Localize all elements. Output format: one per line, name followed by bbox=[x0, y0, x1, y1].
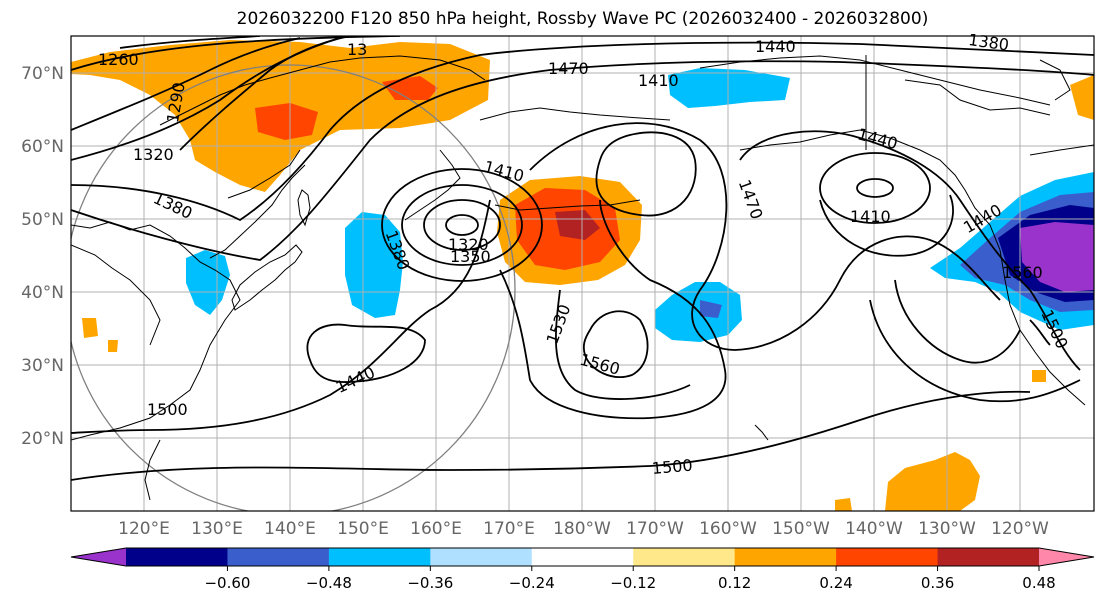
contour-label: 1500 bbox=[147, 400, 188, 419]
map-title: 2026032200 F120 850 hPa height, Rossby W… bbox=[236, 9, 929, 29]
lon-label: 170°W bbox=[626, 519, 684, 539]
colorbar-tick-label: 0.12 bbox=[718, 574, 751, 592]
lon-label: 130°E bbox=[191, 519, 243, 539]
colorbar-extend-low bbox=[71, 548, 126, 566]
lon-label: 120°W bbox=[991, 519, 1049, 539]
lon-label: 150°E bbox=[337, 519, 389, 539]
colorbar-swatch bbox=[633, 548, 736, 566]
coastlines bbox=[71, 55, 1094, 501]
contour-label: 1440 bbox=[755, 37, 796, 56]
lon-label: 140°E bbox=[264, 519, 316, 539]
lon-label: 160°E bbox=[410, 519, 462, 539]
map-frame bbox=[70, 35, 1095, 512]
colorbar-swatch bbox=[227, 548, 330, 566]
colorbar-outline bbox=[70, 547, 1095, 567]
latitude-labels: 70°N 60°N 50°N 40°N 30°N 20°N bbox=[21, 64, 64, 449]
lon-label: 130°W bbox=[918, 519, 976, 539]
lat-label-20n: 20°N bbox=[21, 429, 64, 449]
lat-label-60n: 60°N bbox=[21, 137, 64, 157]
radius-circle bbox=[71, 64, 516, 511]
colorbar-tick-label: 0.48 bbox=[1022, 574, 1055, 592]
colorbar-tick-label: −0.36 bbox=[407, 574, 453, 592]
lon-label: 150°W bbox=[772, 519, 830, 539]
colorbar-swatch bbox=[126, 548, 228, 566]
colorbar-swatch bbox=[836, 548, 939, 566]
colorbar-swatch bbox=[531, 548, 634, 566]
longitude-labels: 120°E 130°E 140°E 150°E 160°E 170°E 180°… bbox=[118, 519, 1049, 539]
colorbar-tick-label: −0.60 bbox=[204, 574, 250, 592]
colorbar-tick-label: −0.48 bbox=[306, 574, 352, 592]
colorbar: −0.60 −0.48 −0.36 −0.24 −0.12 0.12 0.24 0.36 0.4… bbox=[70, 547, 1095, 592]
contour-label: 1470 bbox=[548, 59, 589, 78]
lat-label-50n: 50°N bbox=[21, 210, 64, 230]
colorbar-tick-label: 0.36 bbox=[921, 574, 954, 592]
colorbar-tick-label: −0.12 bbox=[610, 574, 656, 592]
contour-label: 1500 bbox=[651, 455, 693, 477]
contour-label: 13 bbox=[347, 40, 367, 59]
height-contours bbox=[71, 36, 1094, 481]
contour-label: 1350 bbox=[450, 247, 491, 266]
graticule bbox=[71, 36, 1094, 511]
lon-label: 120°E bbox=[118, 519, 170, 539]
contour-label: 1320 bbox=[133, 145, 174, 164]
contour-label: 1410 bbox=[850, 207, 891, 226]
colorbar-swatch bbox=[937, 548, 1040, 566]
colorbar-swatch bbox=[430, 548, 533, 566]
lat-label-70n: 70°N bbox=[21, 64, 64, 84]
lat-label-40n: 40°N bbox=[21, 283, 64, 303]
lon-label: 170°E bbox=[483, 519, 535, 539]
contour-label: 1560 bbox=[1002, 263, 1043, 282]
lat-label-30n: 30°N bbox=[21, 356, 64, 376]
colorbar-tick-label: −0.24 bbox=[509, 574, 555, 592]
colorbar-tick-label: 0.24 bbox=[819, 574, 852, 592]
colorbar-swatch bbox=[734, 548, 837, 566]
contour-label: 1320 bbox=[448, 235, 489, 254]
colorbar-swatch bbox=[328, 548, 431, 566]
colorbar-extend-high bbox=[1039, 548, 1094, 566]
contour-label: 1410 bbox=[638, 71, 679, 90]
contour-label: 1260 bbox=[98, 50, 139, 69]
lon-label: 180°W bbox=[553, 519, 611, 539]
lon-label: 160°W bbox=[699, 519, 757, 539]
lon-label: 140°W bbox=[845, 519, 903, 539]
